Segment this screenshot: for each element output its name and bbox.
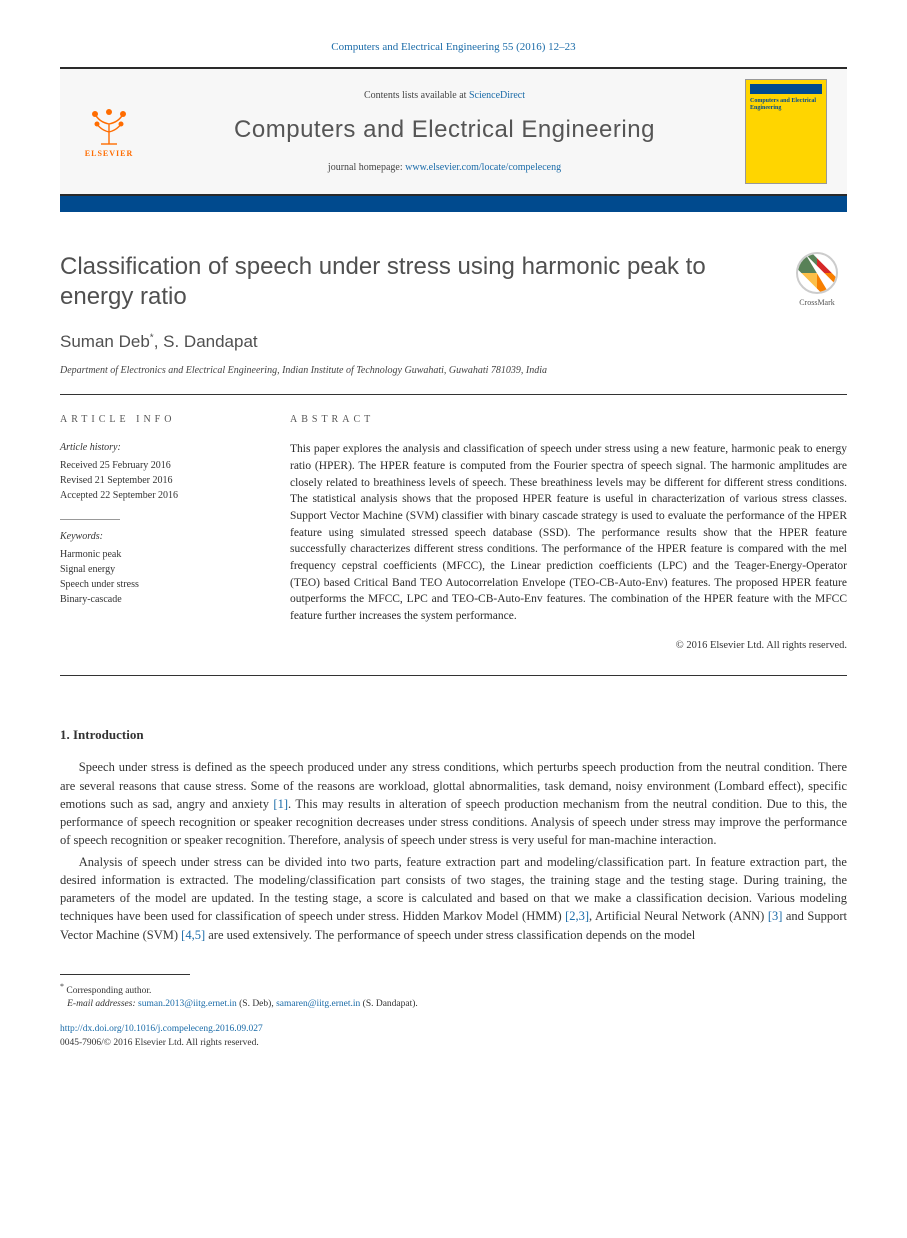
doi-link[interactable]: http://dx.doi.org/10.1016/j.compeleceng.…	[60, 1024, 263, 1034]
sciencedirect-link[interactable]: ScienceDirect	[469, 90, 525, 101]
abstract-copyright: © 2016 Elsevier Ltd. All rights reserved…	[290, 639, 847, 654]
abstract-heading: abstract	[290, 413, 847, 427]
keyword: Binary-cascade	[60, 592, 260, 607]
email-footnote: E-mail addresses: suman.2013@iitg.ernet.…	[60, 998, 847, 1011]
journal-cover-thumb[interactable]: Computers and Electrical Engineering	[745, 79, 827, 184]
publisher-logo-block: ELSEVIER	[74, 102, 144, 162]
ref-45[interactable]: [4,5]	[181, 928, 205, 942]
email1-owner: (S. Deb),	[237, 999, 276, 1009]
issn-copyright: 0045-7906/© 2016 Elsevier Ltd. All right…	[60, 1038, 259, 1048]
author-email-1[interactable]: suman.2013@iitg.ernet.in	[138, 999, 237, 1009]
revised-line: Revised 21 September 2016	[60, 473, 260, 488]
keywords-block: Keywords: Harmonic peak Signal energy Sp…	[60, 530, 260, 607]
abstract-text: This paper explores the analysis and cla…	[290, 441, 847, 624]
crossmark-badge[interactable]: CrossMark	[787, 252, 847, 382]
elsevier-tree-icon	[85, 104, 133, 146]
ref-3[interactable]: [3]	[768, 909, 783, 923]
journal-name: Computers and Electrical Engineering	[154, 113, 735, 147]
received-line: Received 25 February 2016	[60, 458, 260, 473]
email-label: E-mail addresses:	[67, 999, 138, 1009]
article-info-heading: article info	[60, 413, 260, 427]
footnote-divider	[60, 974, 190, 975]
keyword: Speech under stress	[60, 577, 260, 592]
history-subhead: Article history:	[60, 441, 260, 455]
elsevier-name: ELSEVIER	[85, 148, 133, 159]
ref-1[interactable]: [1]	[273, 797, 288, 811]
homepage-link[interactable]: www.elsevier.com/locate/compeleceng	[405, 162, 561, 173]
keyword: Harmonic peak	[60, 547, 260, 562]
corresponding-author-note: * Corresponding author.	[60, 981, 847, 998]
elsevier-logo[interactable]: ELSEVIER	[79, 102, 139, 162]
keyword: Signal energy	[60, 562, 260, 577]
journal-homepage-line: journal homepage: www.elsevier.com/locat…	[154, 161, 735, 175]
title-divider	[60, 394, 847, 395]
cover-bar	[750, 84, 822, 94]
crossmark-icon	[796, 252, 838, 294]
header-citation: Computers and Electrical Engineering 55 …	[60, 40, 847, 55]
citation-link[interactable]: Computers and Electrical Engineering 55 …	[331, 41, 575, 53]
homepage-prefix: journal homepage:	[328, 162, 405, 173]
accepted-line: Accepted 22 September 2016	[60, 488, 260, 503]
masthead: ELSEVIER Contents lists available at Sci…	[60, 67, 847, 196]
abstract-divider	[60, 675, 847, 676]
article-history: Article history: Received 25 February 20…	[60, 441, 260, 503]
crossmark-label: CrossMark	[799, 297, 835, 308]
intro-para-1: Speech under stress is defined as the sp…	[60, 758, 847, 849]
contents-prefix: Contents lists available at	[364, 90, 469, 101]
authors: Suman Deb*, S. Dandapat	[60, 330, 769, 354]
keywords-subhead: Keywords:	[60, 530, 260, 544]
affiliation: Department of Electronics and Electrical…	[60, 364, 769, 378]
author-email-2[interactable]: samaren@iitg.ernet.in	[276, 999, 360, 1009]
intro-para-2: Analysis of speech under stress can be d…	[60, 853, 847, 944]
ref-23[interactable]: [2,3]	[565, 909, 589, 923]
contents-available-line: Contents lists available at ScienceDirec…	[154, 89, 735, 103]
paper-title: Classification of speech under stress us…	[60, 252, 769, 312]
keywords-divider	[60, 519, 120, 520]
cover-title: Computers and Electrical Engineering	[750, 98, 822, 111]
accent-bar	[60, 196, 847, 212]
corr-text: Corresponding author.	[66, 986, 151, 996]
section-1-heading: 1. Introduction	[60, 726, 847, 744]
email2-owner: (S. Dandapat).	[360, 999, 418, 1009]
